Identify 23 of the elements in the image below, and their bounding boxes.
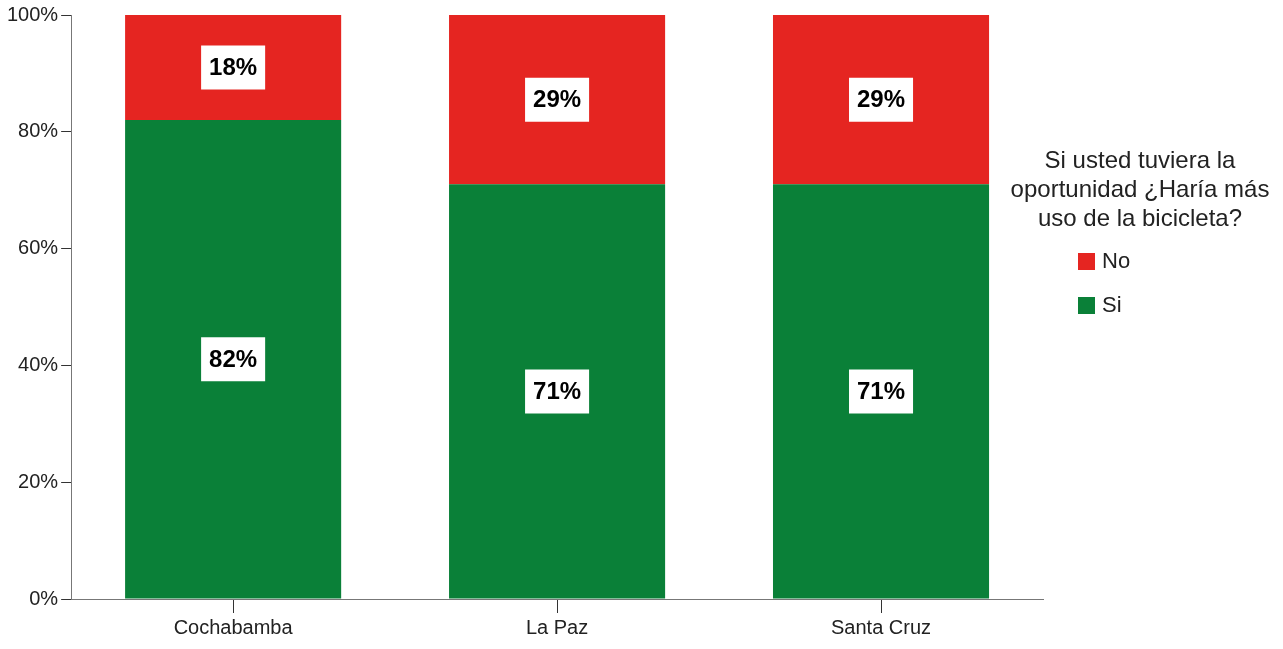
- y-tick-label: 80%: [18, 119, 59, 142]
- y-tick-label: 20%: [18, 469, 59, 492]
- x-tick-label: Cochabamba: [173, 615, 294, 638]
- bar: [449, 184, 666, 599]
- bar: [125, 120, 342, 599]
- bar: [449, 15, 666, 185]
- data-label: 71%: [857, 377, 906, 405]
- y-tick-label: 100%: [7, 2, 59, 25]
- data-label: 71%: [533, 377, 582, 405]
- data-label: 18%: [209, 53, 258, 81]
- data-label: 29%: [857, 85, 906, 113]
- data-label: 29%: [533, 85, 582, 113]
- x-tick-label: Santa Cruz: [830, 615, 932, 638]
- y-tick-label: 40%: [18, 352, 59, 375]
- legend-label: Si: [1102, 292, 1122, 318]
- legend-label: No: [1102, 248, 1131, 274]
- legend-title: Si usted tuviera la oportunidad ¿Haría más uso de la bicicleta?: [1009, 145, 1271, 232]
- y-tick-label: 60%: [18, 236, 59, 259]
- data-label: 82%: [209, 344, 258, 372]
- y-tick-label: 0%: [29, 586, 59, 609]
- bar: [772, 15, 990, 185]
- x-tick-label: La Paz: [525, 615, 589, 638]
- bar: [772, 184, 990, 599]
